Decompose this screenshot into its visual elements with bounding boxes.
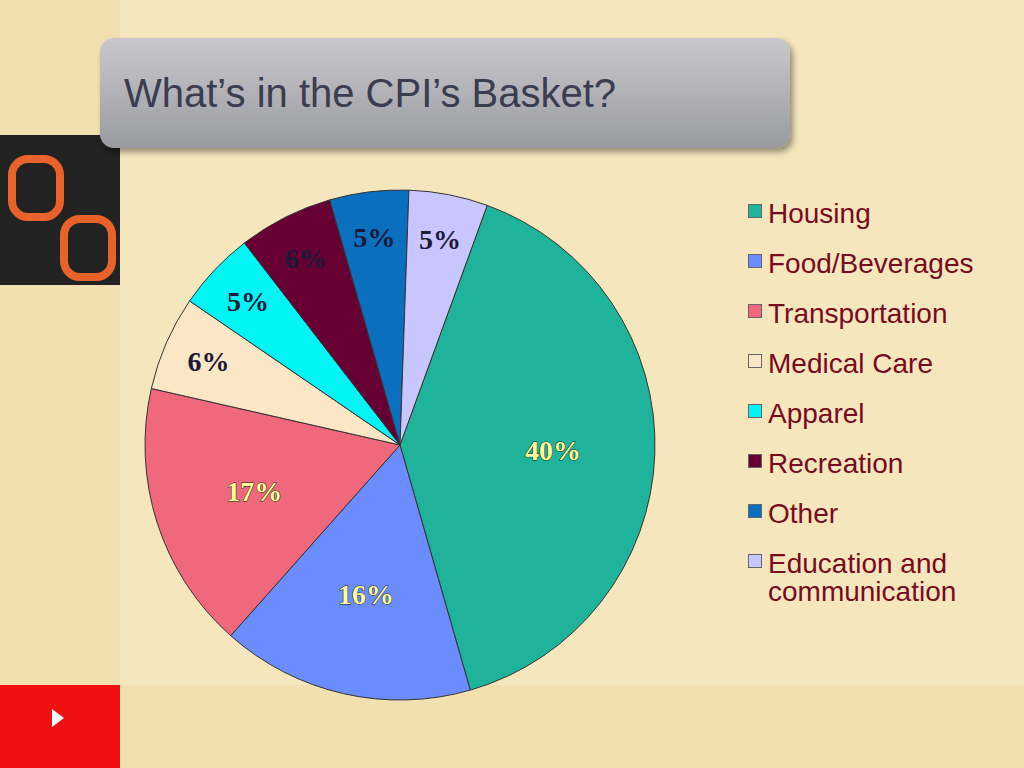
html-text:Recreation: Recreation <box>768 448 904 479</box>
svg-text:16%: 16% <box>338 579 394 610</box>
html-text:Transportation: Transportation <box>768 298 948 329</box>
svg-text:40%: 40% <box>525 435 581 466</box>
svg-text:6%: 6% <box>187 346 229 377</box>
html-text:Apparel: Apparel <box>768 398 865 429</box>
svg-text:5%: 5% <box>419 224 461 255</box>
svg-text:5%: 5% <box>354 222 396 253</box>
html-text:Medical Care: Medical Care <box>768 348 933 379</box>
html-text:What’s in the CPI’s Basket?: What’s in the CPI’s Basket? <box>124 70 617 115</box>
html-text:Food/Beverages: Food/Beverages <box>768 248 974 279</box>
svg-text:6%: 6% <box>285 243 327 274</box>
svg-text:17%: 17% <box>226 476 282 507</box>
html-text:Education and communication: Education and communication <box>768 548 957 607</box>
svg-text:5%: 5% <box>227 286 269 317</box>
html-text:Housing: Housing <box>768 198 871 229</box>
html-text:Other: Other <box>768 498 838 529</box>
